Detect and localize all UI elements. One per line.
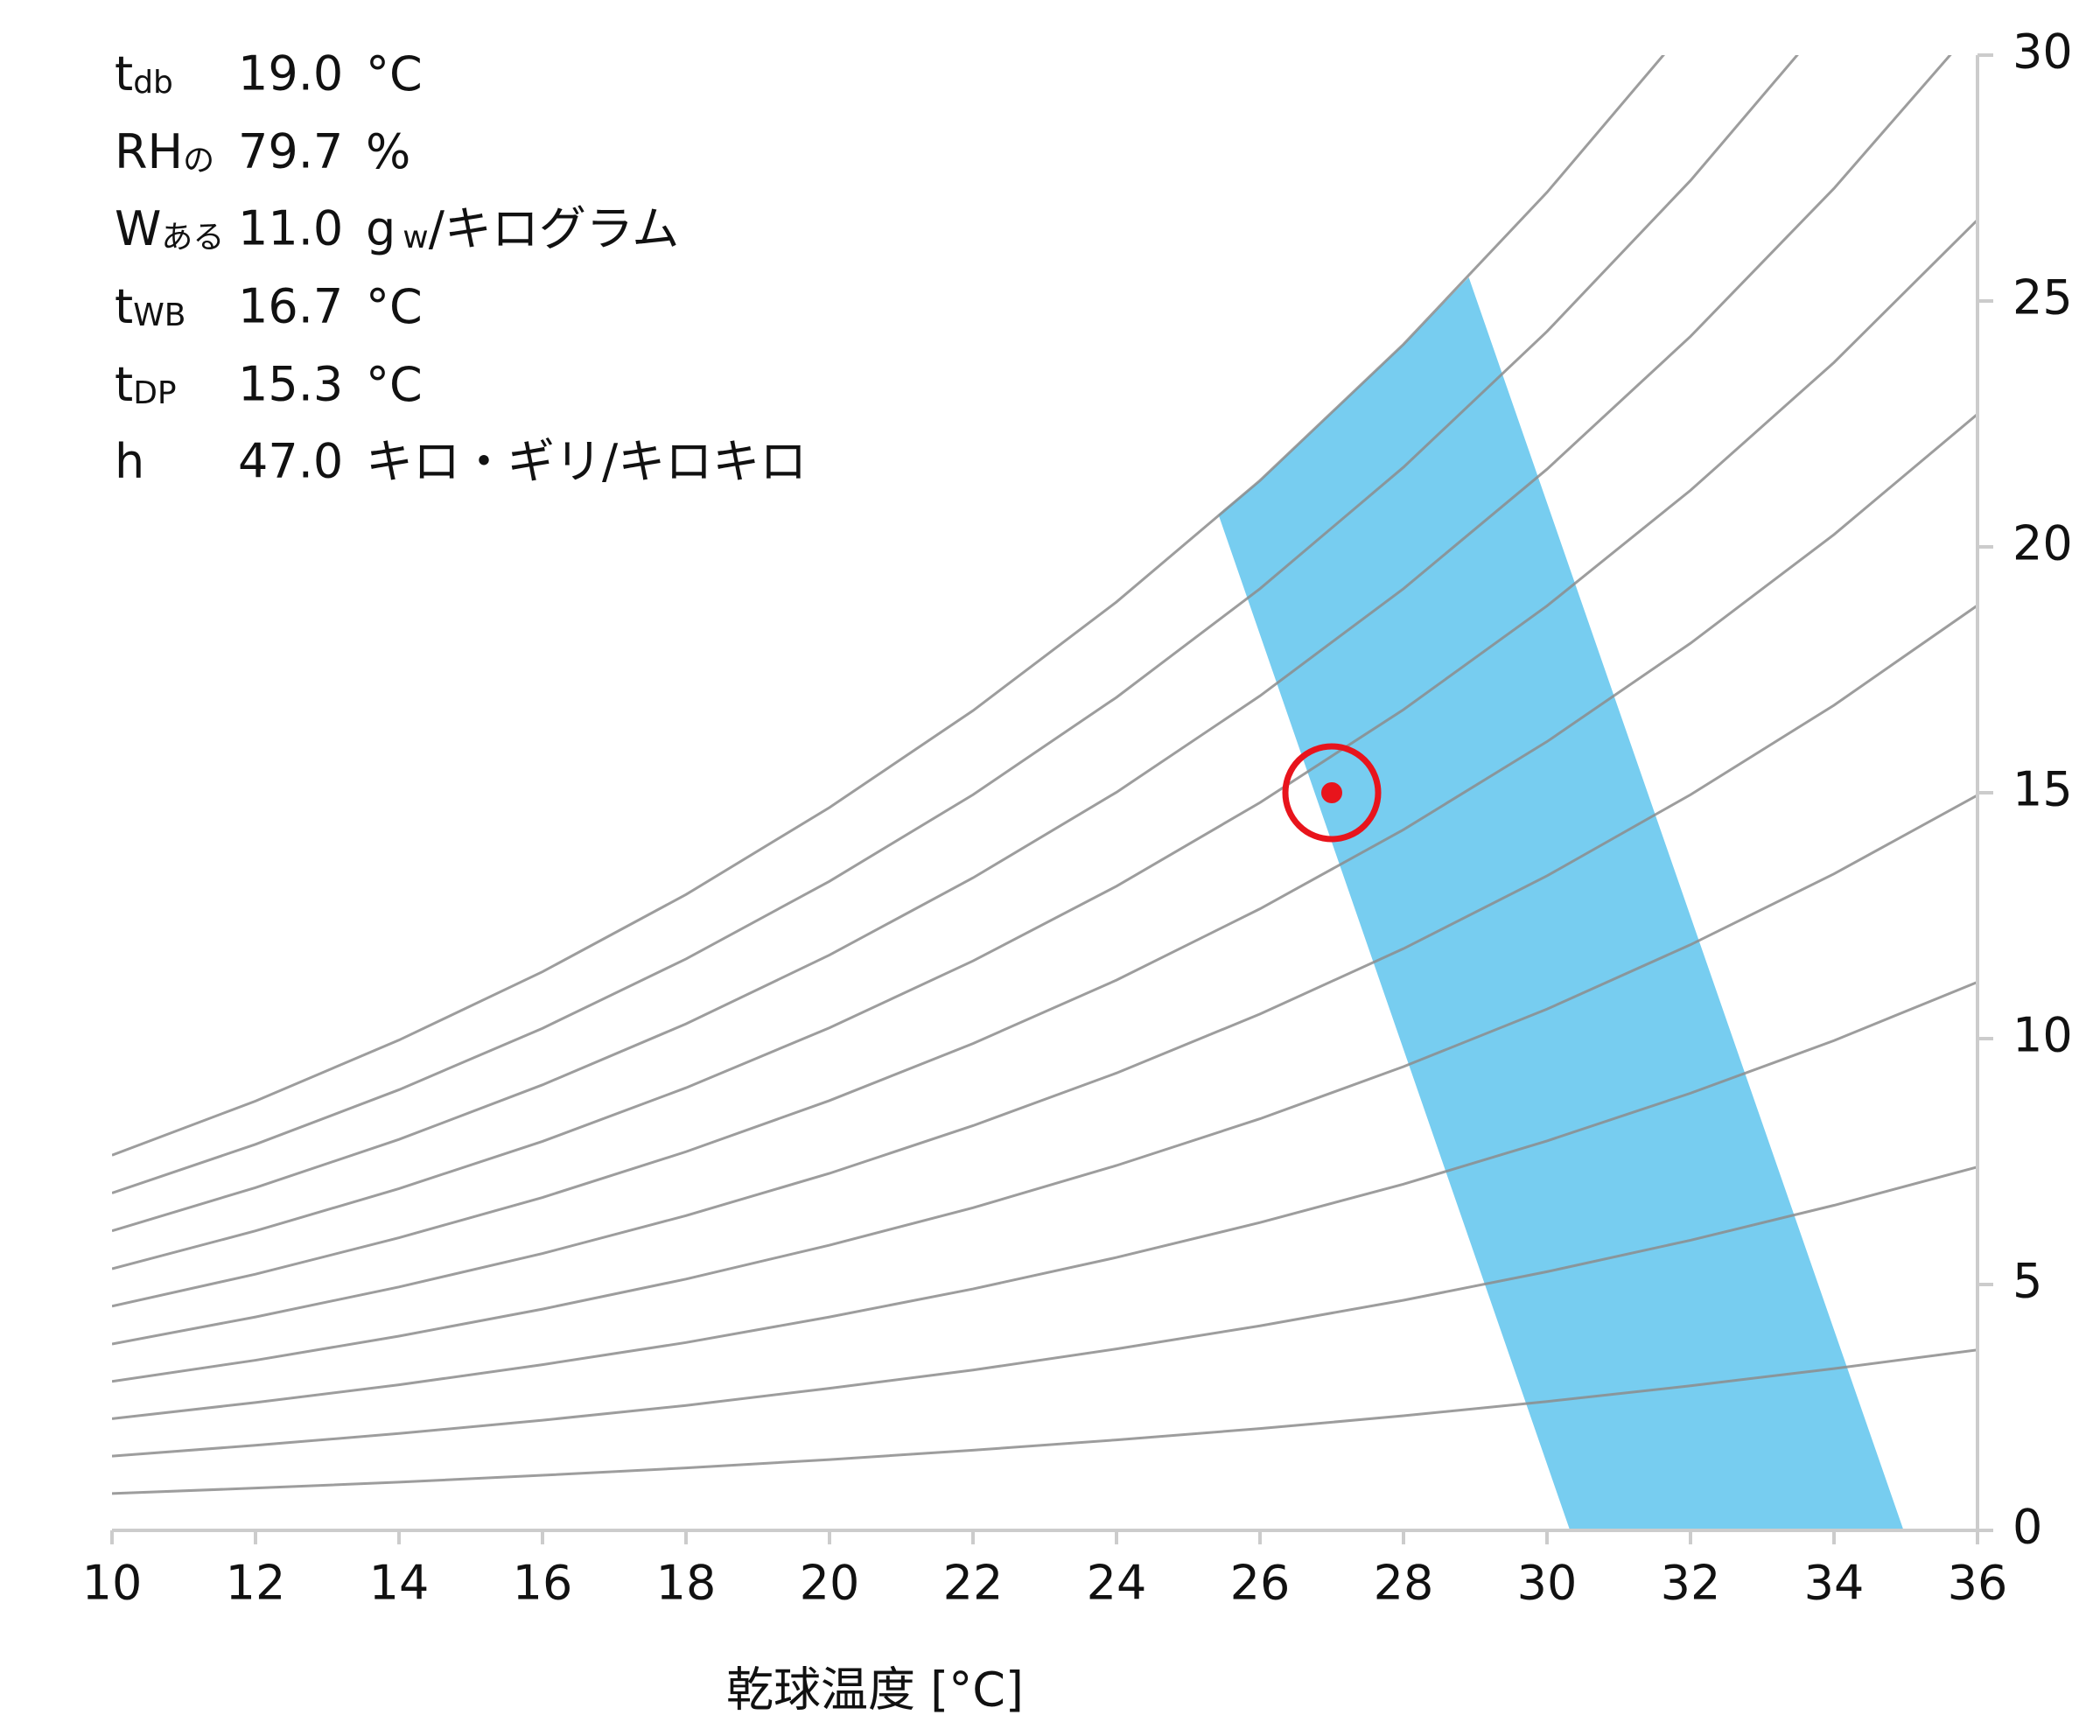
x-tick-label: 34: [1804, 1556, 1865, 1611]
x-tick-label: 10: [82, 1556, 143, 1611]
symbol-subscript: の: [183, 143, 214, 178]
readout-symbol: Wある: [115, 201, 224, 256]
symbol: t: [115, 357, 133, 412]
rh-curve: [112, 55, 1665, 1157]
readout-unit: キロ・ギリ/キロキロ: [366, 434, 807, 489]
readout-unit: °C: [366, 279, 423, 334]
readout-symbol: h: [115, 434, 144, 489]
rh-curve: [112, 219, 1978, 1270]
unit: °C: [366, 279, 423, 334]
readout-unit: °C: [366, 357, 423, 412]
readout-value: 15.3: [238, 357, 343, 412]
y-tick-label: 30: [2012, 24, 2073, 80]
x-tick-label: 22: [943, 1556, 1004, 1611]
rh-curve: [112, 794, 1978, 1383]
readout-symbol: RHの: [115, 124, 214, 179]
x-tick-label: 16: [513, 1556, 573, 1611]
state-point-ring: [1282, 743, 1382, 843]
y-tick-label: 0: [2012, 1500, 2042, 1555]
symbol: t: [115, 279, 133, 334]
rh-curve: [112, 1348, 1978, 1495]
rh-curve: [112, 1166, 1978, 1458]
unit-rest: /キログラム: [429, 201, 680, 256]
readout-value: 11.0: [238, 201, 343, 256]
symbol-subscript: db: [133, 65, 173, 101]
symbol: RH: [115, 124, 183, 179]
x-tick-label: 24: [1087, 1556, 1147, 1611]
y-tick-label: 20: [2012, 516, 2073, 571]
x-tick-label: 30: [1517, 1556, 1578, 1611]
readout-value: 16.7: [238, 279, 343, 334]
x-tick-label: 18: [656, 1556, 717, 1611]
readout-value: 47.0: [238, 434, 343, 489]
rh-curve: [112, 55, 1952, 1233]
symbol: t: [115, 46, 133, 102]
comfort-zone: [1218, 277, 1904, 1530]
state-point: [1321, 782, 1342, 803]
readout-unit: g w/キログラム: [366, 201, 679, 256]
rh-curve: [112, 604, 1978, 1346]
readout-value: 19.0: [238, 46, 343, 102]
y-tick-label: 15: [2012, 762, 2073, 817]
symbol-subscript: WB: [133, 298, 186, 333]
x-tick-label: 12: [226, 1556, 286, 1611]
readout-symbol: tdb: [115, 46, 173, 102]
x-tick-label: 20: [800, 1556, 860, 1611]
y-tick-label: 5: [2012, 1254, 2042, 1309]
rh-curve: [112, 413, 1978, 1308]
unit: g: [366, 201, 396, 256]
x-tick-label: 32: [1661, 1556, 1721, 1611]
y-tick-label: 10: [2012, 1008, 2073, 1063]
x-tick-label: 26: [1230, 1556, 1291, 1611]
unit-subscript: w: [402, 220, 428, 256]
rh-curve: [112, 980, 1978, 1420]
symbol: W: [115, 201, 161, 256]
readout-unit: %: [366, 124, 410, 179]
unit: °C: [366, 357, 423, 412]
symbol-subscript: DP: [133, 375, 176, 411]
symbol-subscript: ある: [161, 220, 224, 256]
readout-symbol: tDP: [115, 357, 177, 412]
readout-unit: °C: [366, 46, 423, 102]
plot-area: [112, 55, 1978, 1530]
unit: °C: [366, 46, 423, 102]
readout-symbol: tWB: [115, 279, 186, 334]
readout-value: 79.7: [238, 124, 343, 179]
unit: キロ・ギリ/キロキロ: [366, 434, 807, 489]
unit: %: [366, 124, 410, 179]
rh-curve: [112, 55, 1799, 1194]
x-axis-label: 乾球温度 [°C]: [726, 1662, 1024, 1718]
x-tick-label: 36: [1948, 1556, 2008, 1611]
x-tick-label: 28: [1374, 1556, 1434, 1611]
y-tick-label: 25: [2012, 270, 2073, 326]
symbol: h: [115, 434, 144, 489]
x-tick-label: 14: [369, 1556, 430, 1611]
